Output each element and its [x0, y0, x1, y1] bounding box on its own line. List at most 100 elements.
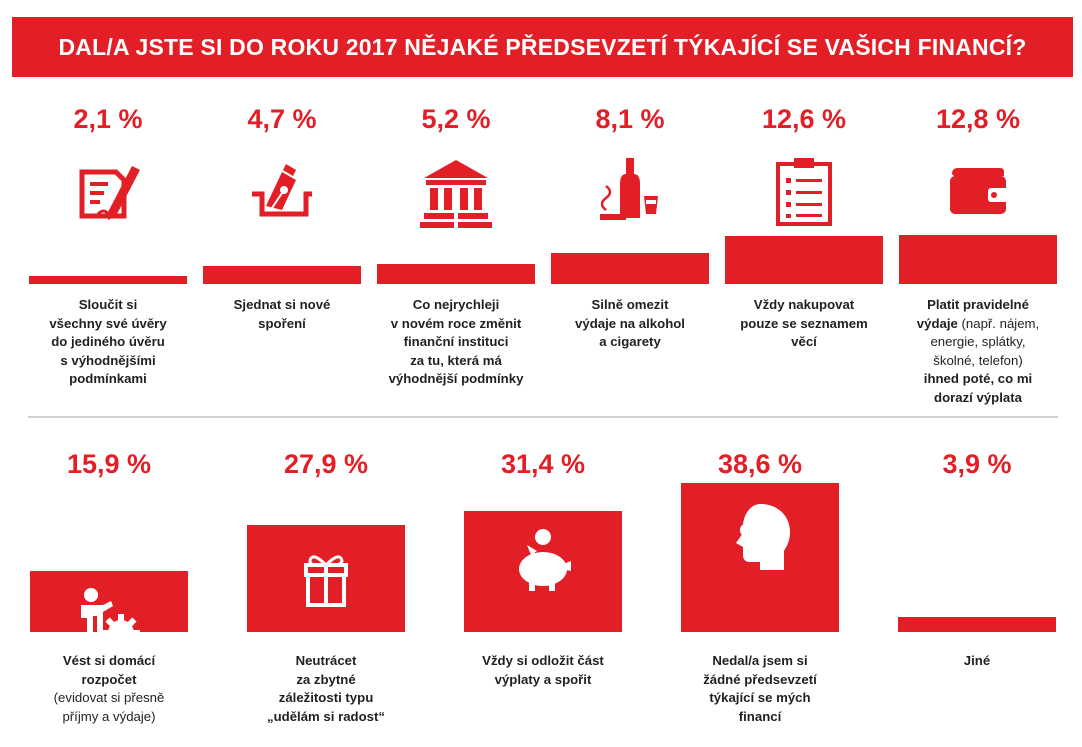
label-line: Neutrácet — [247, 652, 405, 671]
label-text: do jediného úvěru — [51, 334, 165, 349]
label-line: financí — [681, 708, 839, 727]
label-text: Platit pravidelné — [927, 297, 1029, 312]
page-title: DAL/A JSTE SI DO ROKU 2017 NĚJAKÉ PŘEDSE… — [58, 33, 1027, 60]
label-line: dorazí výplata — [899, 389, 1057, 408]
label-line: výdaje na alkohol — [551, 315, 709, 334]
bank-building-icon — [416, 150, 496, 230]
label-text: Neutrácet — [295, 653, 357, 668]
label-line: Co nejrychleji — [377, 296, 535, 315]
percent-label: 12,8 % — [935, 104, 1021, 134]
bar-item: 38,6 % Nedal/a jsem si žádné předsevzetí t… — [681, 0, 839, 747]
percent-label: 2,1 % — [73, 104, 143, 134]
percent-label: 27,9 % — [283, 449, 369, 479]
bar-item: 2,1 % Sloučit si všechny své úvěry do jedi… — [29, 0, 187, 747]
label-line: všechny své úvěry — [29, 315, 187, 334]
signature-pen-icon — [242, 150, 322, 230]
bar — [899, 235, 1057, 284]
label-line: v novém roce změnit — [377, 315, 535, 334]
label-text: školné, telefon) — [933, 352, 1023, 368]
contract-pen-icon — [68, 150, 148, 230]
gift-icon — [286, 535, 366, 615]
category-label: Silně omezit výdaje na alkohol a cigarety — [551, 296, 709, 352]
category-label: Sjednat si nové spoření — [203, 296, 361, 333]
bar — [898, 616, 1056, 632]
percent-label: 5,2 % — [421, 104, 491, 134]
label-text: Jiné — [963, 653, 991, 668]
label-line: pouze se seznamem — [725, 315, 883, 334]
label-text: týkající se mých — [709, 690, 811, 705]
label-text: Vždy nakupovat — [753, 297, 855, 312]
label-text: všechny své úvěry — [49, 315, 167, 331]
label-line: a cigarety — [551, 333, 709, 352]
bar — [725, 236, 883, 284]
bar-item: 4,7 % Sjednat si nové spoření — [203, 0, 361, 747]
label-text: finanční instituci — [403, 334, 509, 349]
category-label: Vždy nakupovat pouze se seznamem věcí — [725, 296, 883, 352]
clipboard-list-icon — [764, 150, 844, 230]
label-line: příjmy a výdaje) — [30, 708, 188, 727]
label-text: (evidovat si přesně — [53, 690, 165, 705]
label-text: Vždy si odložit část — [482, 653, 604, 668]
bar-item: 12,6 % Vždy nakupovat pouze se seznamem vě… — [725, 0, 883, 747]
bar-item: 8,1 % Silně omezit výdaje na alkohol a cig… — [551, 0, 709, 747]
label-line: „udělám si radost“ — [247, 708, 405, 727]
label-text: s výhodnějšími — [60, 352, 156, 368]
label-line: Jiné — [898, 652, 1056, 671]
label-line: podmínkami — [29, 370, 187, 389]
label-line: Sjednat si nové — [203, 296, 361, 315]
percent-label: 15,9 % — [66, 449, 152, 479]
label-line: energie, splátky, — [899, 333, 1057, 352]
wallet-icon — [938, 150, 1018, 230]
bar — [29, 276, 187, 284]
bar-item: 27,9 % Neutrácet za zbytné záležitosti typ… — [247, 0, 405, 747]
bar-item: 12,8 % Platit pravidelné výdaje (např. ná… — [899, 0, 1057, 747]
label-text: ihned poté, co mi — [923, 371, 1033, 386]
category-label: Neutrácet za zbytné záležitosti typu „udělá… — [247, 652, 405, 726]
category-label: Co nejrychleji v novém roce změnit finančn… — [377, 296, 535, 389]
label-line: do jediného úvěru — [29, 333, 187, 352]
bar — [551, 253, 709, 284]
label-text: financí — [738, 708, 782, 724]
label-line: Sloučit si — [29, 296, 187, 315]
label-line: Platit pravidelné — [899, 296, 1057, 315]
label-line: výplaty a spořit — [464, 671, 622, 690]
label-line: školné, telefon) — [899, 352, 1057, 371]
label-text: „udělám si radost“ — [267, 708, 385, 724]
bar — [377, 264, 535, 284]
bar-item: 5,2 % Co nejrychleji v novém roce změnit f… — [377, 0, 535, 747]
label-line: Vést si domácí — [30, 652, 188, 671]
label-text: Nedal/a jsem si — [712, 653, 808, 668]
percent-label: 31,4 % — [500, 449, 586, 479]
label-line: rozpočet — [30, 671, 188, 690]
label-line: týkající se mých — [681, 689, 839, 708]
bar-item: 15,9 % Vést si domácí rozpočet (evidovat s… — [30, 0, 188, 747]
label-text: energie, splátky, — [930, 334, 1026, 349]
label-line: Vždy si odložit část — [464, 652, 622, 671]
label-text: dorazí výplata — [934, 389, 1022, 405]
category-label: Vést si domácí rozpočet (evidovat si přesn… — [30, 652, 188, 726]
bar — [203, 266, 361, 284]
label-line: žádné předsevzetí — [681, 671, 839, 690]
head-cloud-icon — [720, 496, 800, 576]
row-divider — [28, 416, 1058, 418]
label-text: výhodnější podmínky — [388, 371, 524, 386]
label-text: za tu, která má — [410, 352, 502, 368]
label-text: rozpočet — [81, 671, 137, 687]
label-line: Silně omezit — [551, 296, 709, 315]
label-text: záležitosti typu — [278, 690, 374, 705]
percent-label: 8,1 % — [595, 104, 665, 134]
label-line: za tu, která má — [377, 352, 535, 371]
label-text: Sloučit si — [78, 297, 138, 312]
label-line: s výhodnějšími — [29, 352, 187, 371]
person-gear-icon — [69, 581, 149, 661]
title-banner: DAL/A JSTE SI DO ROKU 2017 NĚJAKÉ PŘEDSE… — [12, 17, 1073, 77]
label-text: podmínkami — [69, 371, 147, 386]
ellipsis-icon — [937, 627, 1017, 707]
alcohol-cigarette-icon — [590, 150, 670, 230]
label-text: žádné předsevzetí — [703, 671, 817, 687]
label-text: (např. nájem, — [957, 315, 1040, 331]
label-text: za zbytné — [296, 671, 356, 687]
category-label: Nedal/a jsem si žádné předsevzetí týkající… — [681, 652, 839, 726]
label-line: výhodnější podmínky — [377, 370, 535, 389]
label-text: a cigarety — [599, 334, 661, 349]
